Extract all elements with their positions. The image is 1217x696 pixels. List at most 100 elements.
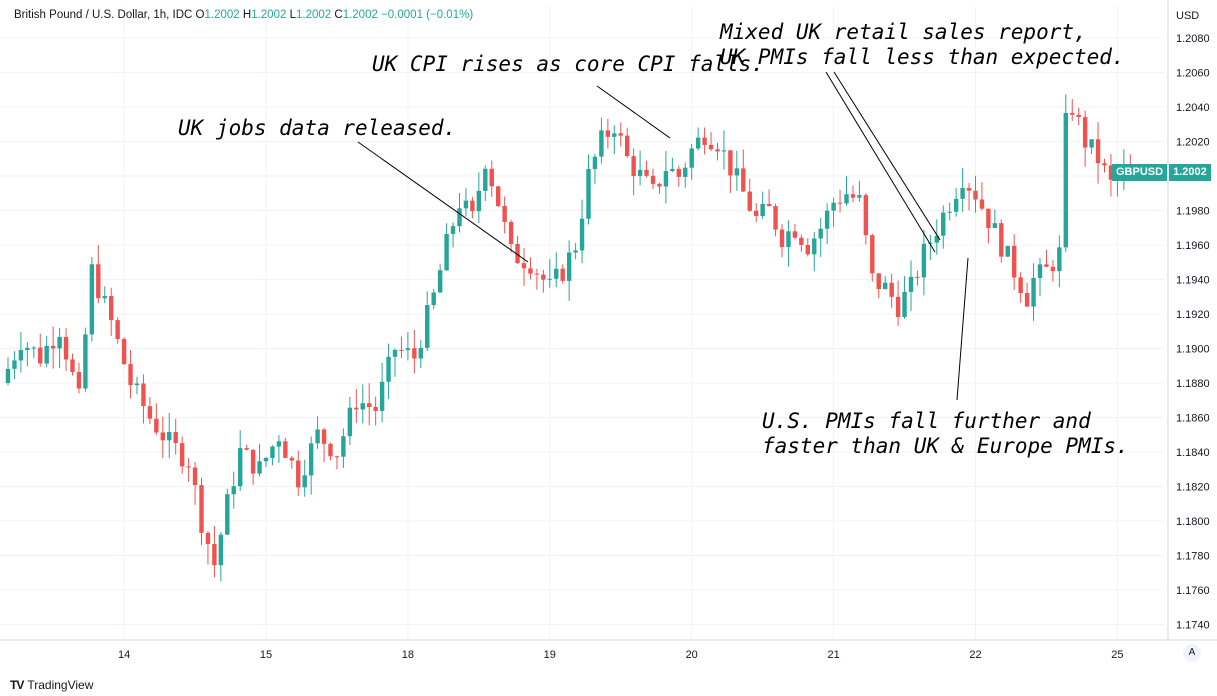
candle-body — [1012, 245, 1017, 278]
candle-body — [779, 229, 785, 248]
candle-body — [302, 475, 307, 488]
annotation-retail-line2: UK PMIs fall less than expected. — [720, 45, 1125, 69]
tradingview-logo-icon: TV — [10, 678, 24, 692]
candle-body — [483, 168, 488, 191]
candle-body — [328, 443, 333, 457]
candle-body — [89, 264, 95, 335]
annotation-pointer-line — [956, 257, 969, 401]
last-price-tag: GBPUSD 1.2002 — [1112, 164, 1213, 181]
candle-body — [102, 296, 107, 299]
candle-body — [579, 218, 585, 251]
low-value: 1.2002 — [295, 9, 332, 21]
candle-body — [212, 543, 217, 566]
candle-body — [463, 200, 469, 209]
candle-body — [663, 171, 669, 187]
candle-body — [818, 228, 823, 239]
candle-body — [121, 339, 127, 365]
candle-body — [186, 466, 191, 468]
candle-body — [496, 186, 501, 206]
x-tick-label: 15 — [260, 649, 272, 661]
candle-body — [1050, 266, 1056, 272]
candle-body — [425, 305, 430, 348]
candle-body — [1102, 163, 1107, 166]
candle-body — [747, 191, 752, 211]
y-tick-label: 1.1980 — [1176, 206, 1210, 218]
candle-body — [296, 460, 301, 488]
candle-body — [476, 190, 482, 212]
candle-body — [889, 282, 894, 297]
candle-body — [824, 210, 830, 229]
y-tick-label: 1.1880 — [1176, 378, 1210, 390]
candle-body — [225, 494, 230, 535]
candle-body — [695, 137, 701, 149]
x-tick-label: 22 — [969, 649, 981, 661]
candle-body — [134, 383, 140, 386]
candle-body — [308, 443, 314, 476]
candle-body — [257, 461, 262, 474]
candle-body — [554, 268, 559, 279]
candle-body — [437, 270, 443, 293]
candle-body — [960, 187, 965, 199]
candle-body — [283, 441, 288, 458]
candle-body — [167, 432, 172, 441]
candle-body — [96, 264, 101, 299]
candle-body — [947, 211, 952, 213]
candle-body — [721, 150, 727, 152]
candle-body — [199, 485, 204, 533]
x-tick-label: 20 — [686, 649, 698, 661]
candle-body — [418, 347, 423, 359]
annotation-pointer-line — [833, 71, 941, 241]
candle-body — [70, 359, 75, 372]
auto-scale-button[interactable]: A — [1183, 644, 1201, 662]
candle-body — [386, 356, 391, 382]
candle-body — [44, 345, 49, 364]
candle-body — [379, 381, 385, 411]
candle-body — [179, 443, 185, 467]
y-tick-label: 1.2060 — [1176, 68, 1210, 80]
candle-body — [115, 320, 120, 340]
candle-body — [1076, 114, 1081, 118]
candle-body — [502, 205, 507, 222]
candle-body — [857, 195, 862, 198]
chart-axes: 1.20801.20601.20401.20201.20001.19801.19… — [0, 0, 1217, 661]
candle-body — [250, 449, 256, 474]
candle-body — [321, 429, 327, 444]
candle-body — [1070, 112, 1075, 115]
candle-body — [863, 195, 869, 236]
candle-body — [1018, 277, 1023, 294]
candle-body — [541, 274, 546, 280]
candle-body — [928, 242, 933, 244]
candle-body — [812, 238, 817, 255]
candle-body — [915, 276, 920, 278]
candle-body — [154, 418, 159, 433]
currency-label: USD — [1176, 10, 1200, 22]
candle-body — [870, 235, 875, 274]
annotation-us-line1: U.S. PMIs fall further and — [762, 409, 1091, 433]
candle-body — [605, 130, 611, 137]
candle-body — [1082, 117, 1088, 148]
candle-body — [63, 336, 69, 360]
candle-body — [334, 456, 340, 458]
candle-body — [31, 347, 36, 349]
candle-body — [831, 202, 836, 211]
symbol-name: British Pound / U.S. Dollar, 1h, IDC — [14, 9, 193, 21]
brand-name: TradingView — [27, 678, 94, 692]
candle-body — [799, 237, 804, 245]
candle-body — [521, 263, 527, 269]
candle-body — [708, 144, 714, 150]
candle-body — [160, 432, 165, 441]
candle-body — [263, 457, 269, 462]
candle-body — [5, 368, 11, 383]
candle-body — [683, 167, 688, 177]
close-value: 1.2002 — [342, 9, 378, 21]
candle-body — [1108, 165, 1114, 180]
candle-body — [1005, 245, 1010, 257]
candle-body — [1057, 247, 1062, 272]
candle-body — [399, 349, 404, 351]
high-value: 1.2002 — [251, 9, 287, 21]
candle-body — [850, 194, 856, 198]
candle-body — [289, 457, 294, 461]
candle-body — [592, 156, 598, 169]
candle-body — [702, 137, 707, 145]
